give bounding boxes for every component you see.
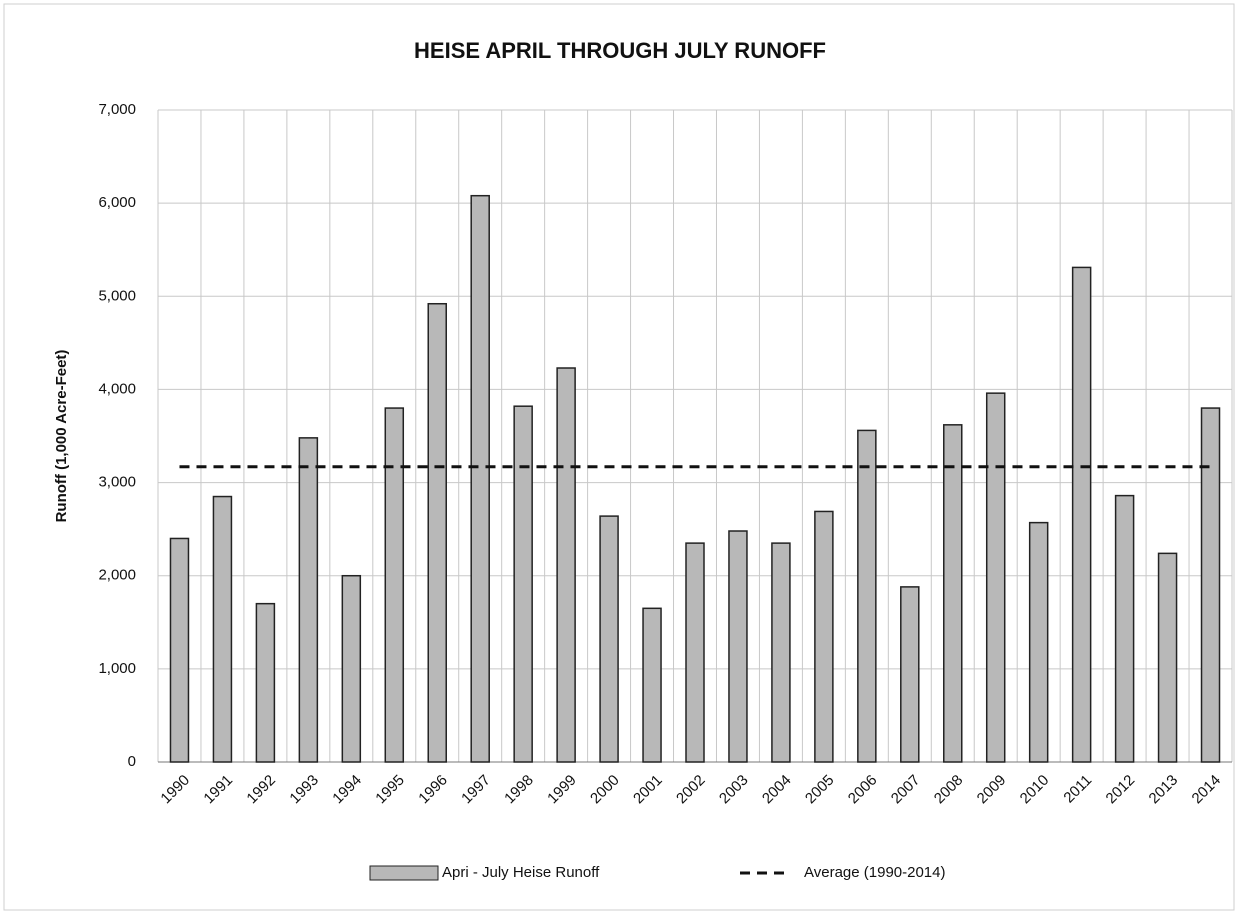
y-tick-label: 2,000 (98, 567, 136, 584)
y-tick-label: 0 (128, 753, 136, 770)
bar (1157, 552, 1178, 763)
bar (943, 424, 963, 763)
bar (255, 602, 276, 763)
legend-swatch (369, 865, 439, 881)
bar (1200, 407, 1221, 763)
bar (341, 574, 362, 763)
bar (1028, 521, 1049, 763)
bar (513, 405, 533, 763)
bar (298, 437, 319, 763)
bar (1071, 266, 1092, 763)
bar (212, 495, 233, 763)
bar (985, 392, 1006, 763)
bar (384, 407, 405, 763)
y-tick-label: 7,000 (98, 101, 136, 118)
bar (857, 429, 877, 763)
bar (169, 537, 190, 763)
y-tick-label: 1,000 (98, 660, 136, 677)
bar (642, 607, 662, 763)
bar (728, 530, 748, 763)
bar (1114, 494, 1135, 763)
bar (900, 586, 920, 763)
y-tick-label: 5,000 (98, 287, 136, 304)
y-tick-label: 3,000 (98, 474, 136, 491)
bar (556, 367, 576, 763)
bar (470, 194, 490, 763)
chart-title: HEISE APRIL THROUGH JULY RUNOFF (414, 38, 826, 63)
bar (599, 515, 619, 763)
legend-label: Average (1990-2014) (804, 864, 946, 881)
y-tick-label: 6,000 (98, 194, 136, 211)
chart-border (3, 3, 1235, 911)
bar (814, 510, 834, 763)
bar (427, 302, 447, 763)
legend-label: Apri - July Heise Runoff (442, 864, 600, 881)
y-axis-title: Runoff (1,000 Acre-Feet) (53, 350, 70, 523)
bar (771, 542, 791, 763)
bar (685, 542, 705, 763)
y-tick-label: 4,000 (98, 380, 136, 397)
